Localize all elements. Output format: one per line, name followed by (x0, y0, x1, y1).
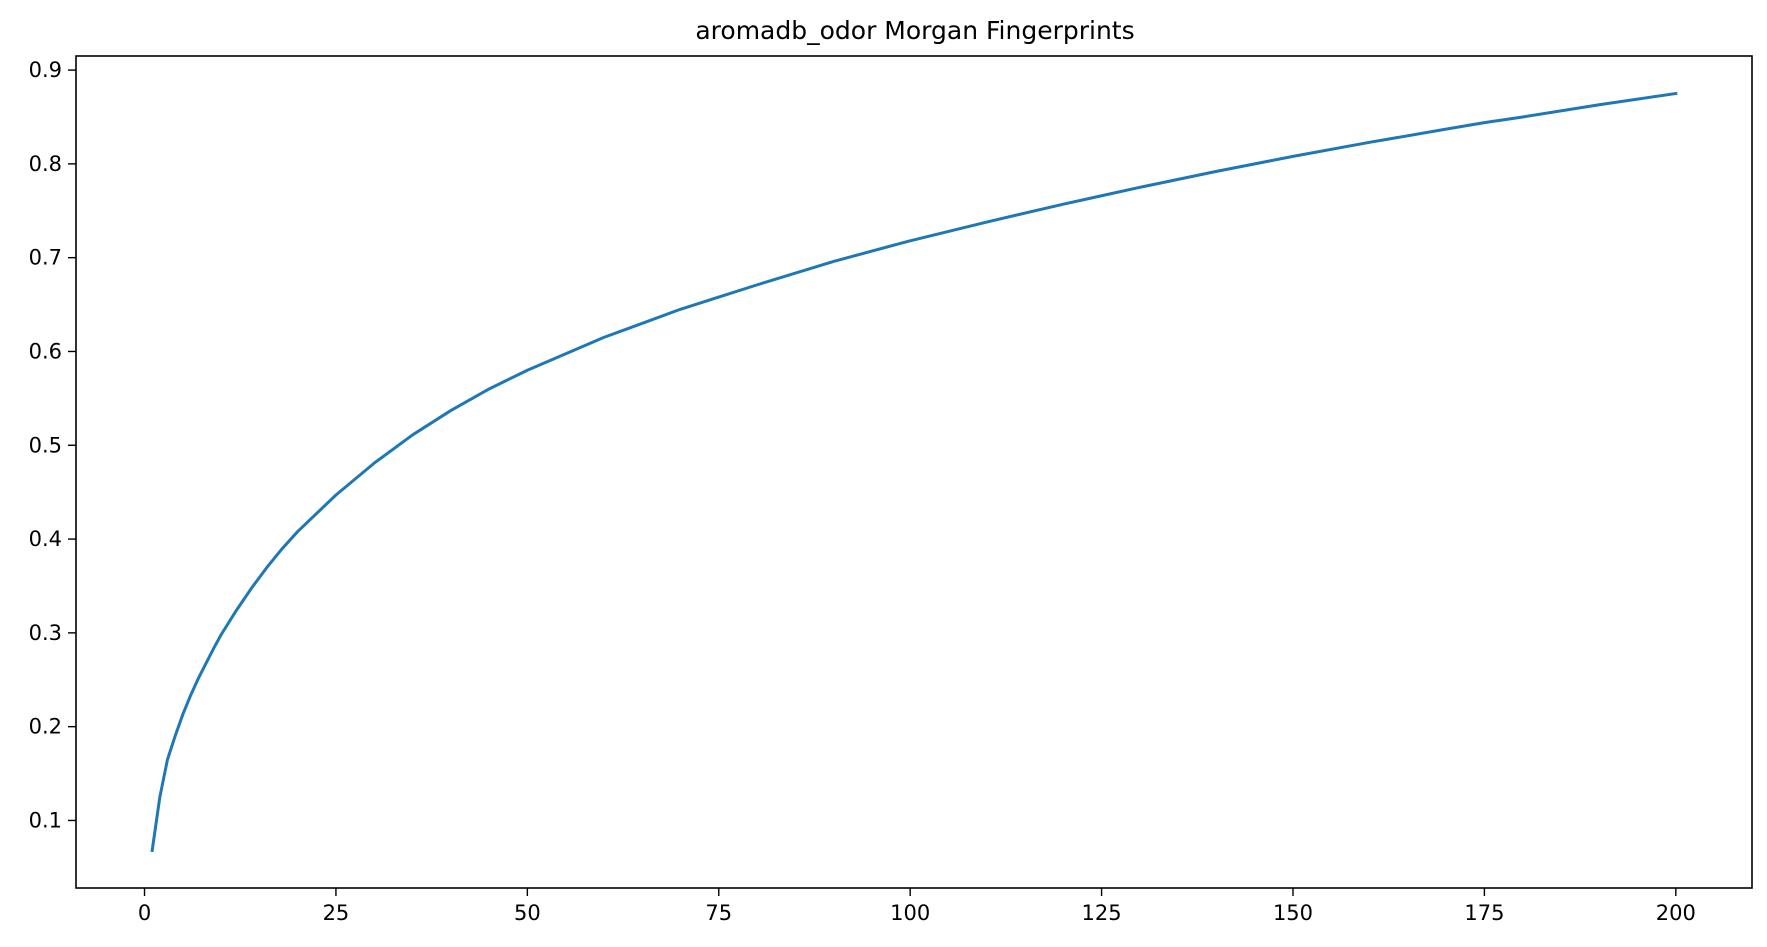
x-tick-label: 100 (890, 901, 930, 925)
y-tick-label: 0.8 (29, 152, 62, 176)
y-tick-label: 0.7 (29, 246, 62, 270)
chart-title: aromadb_odor Morgan Fingerprints (695, 16, 1134, 45)
x-tick-label: 50 (514, 901, 541, 925)
series-line (150, 91, 1678, 853)
x-tick-label: 125 (1082, 901, 1122, 925)
x-tick-label: 200 (1656, 901, 1696, 925)
plot-area-frame (75, 55, 1753, 889)
x-axis: 0 25 50 75 100 125 150 175 200 (138, 888, 1696, 925)
y-tick-label: 0.1 (29, 808, 62, 832)
series-layer (150, 91, 1678, 853)
x-tick-label: 150 (1273, 901, 1313, 925)
y-tick-label: 0.9 (29, 58, 62, 82)
y-tick-label: 0.3 (29, 621, 62, 645)
y-axis: 0.1 0.2 0.3 0.4 0.5 0.6 0.7 0.8 0.9 (29, 58, 76, 832)
y-tick-label: 0.2 (29, 715, 62, 739)
x-tick-label: 25 (323, 901, 350, 925)
x-tick-label: 75 (705, 901, 732, 925)
y-tick-label: 0.5 (29, 433, 62, 457)
y-tick-label: 0.6 (29, 339, 62, 363)
y-tick-label: 0.4 (29, 527, 62, 551)
x-tick-label: 175 (1464, 901, 1504, 925)
x-tick-label: 0 (138, 901, 151, 925)
